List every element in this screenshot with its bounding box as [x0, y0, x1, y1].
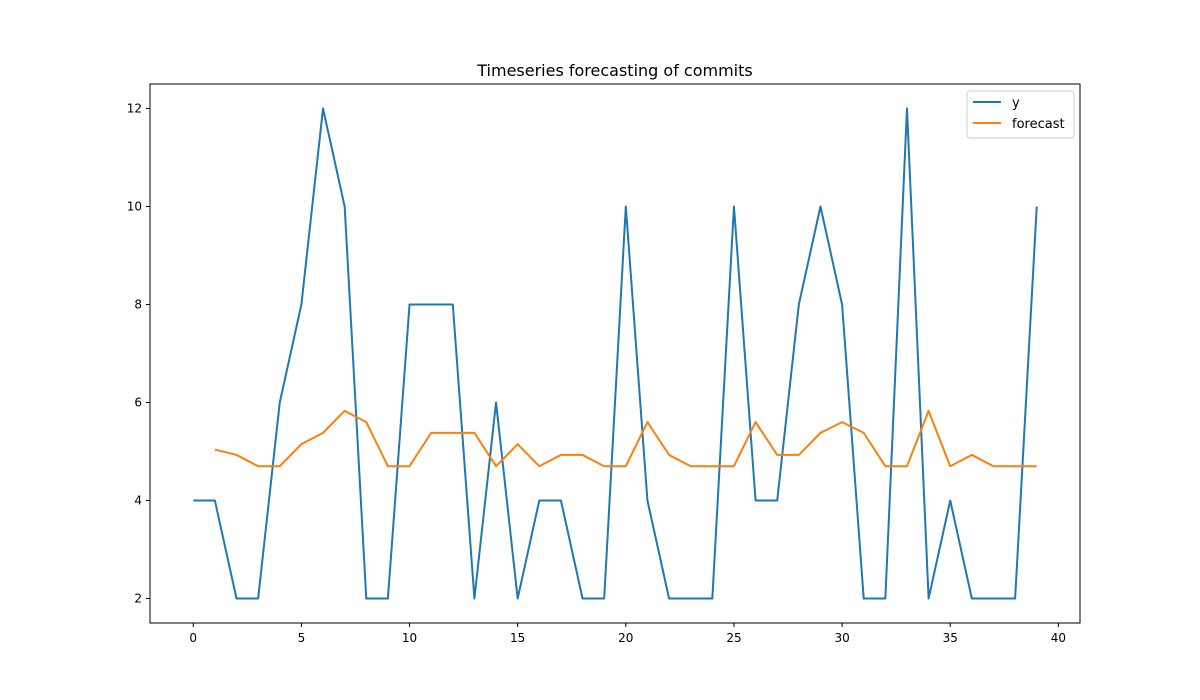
x-tick-label: 25 — [726, 631, 741, 645]
x-tick-label: 0 — [189, 631, 197, 645]
legend-label: y — [1012, 96, 1020, 111]
x-tick-label: 5 — [298, 631, 306, 645]
x-tick-label: 40 — [1051, 631, 1066, 645]
x-tick-label: 10 — [402, 631, 417, 645]
plot-area: 0 5 10 15 20 25 30 35 40 2 4 6 8 10 12 — [127, 102, 1066, 646]
y-tick-label: 2 — [134, 592, 142, 606]
y-tick-label: 8 — [134, 298, 142, 312]
series-line-forecast — [214, 409, 1037, 468]
legend-label: forecast — [1012, 117, 1065, 132]
x-tick-label: 30 — [834, 631, 849, 645]
series-line-y — [193, 107, 1038, 600]
y-tick-label: 10 — [127, 200, 142, 214]
y-tick-label: 4 — [134, 494, 142, 508]
chart-title: Timeseries forecasting of commits — [476, 61, 752, 80]
y-tick-label: 6 — [134, 396, 142, 410]
plot-frame — [149, 83, 1081, 624]
y-tick-label: 12 — [127, 102, 142, 116]
legend: y forecast — [966, 90, 1075, 139]
x-tick-label: 20 — [618, 631, 633, 645]
x-tick-label: 35 — [943, 631, 958, 645]
x-tick-label: 15 — [510, 631, 525, 645]
